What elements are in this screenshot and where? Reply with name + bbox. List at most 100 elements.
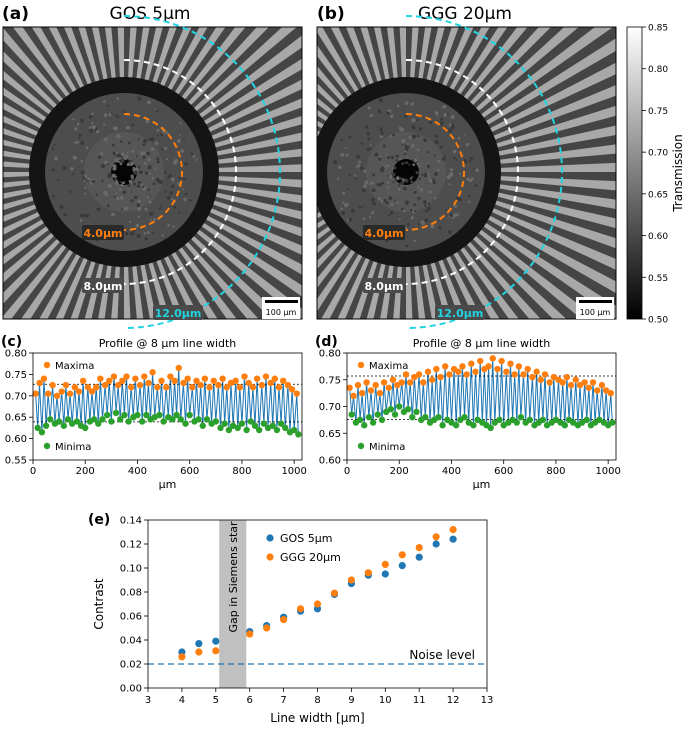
maxima-point bbox=[293, 390, 300, 397]
data-point bbox=[330, 589, 339, 597]
y-tick-label: 0.70 bbox=[5, 391, 27, 402]
noise-dot bbox=[147, 188, 150, 191]
data-point bbox=[195, 648, 203, 656]
maxima-point bbox=[180, 379, 187, 387]
minima-point bbox=[269, 422, 276, 429]
noise-dot bbox=[364, 125, 369, 129]
noise-dot bbox=[367, 137, 371, 141]
minima-point bbox=[526, 416, 534, 424]
arc-8um bbox=[405, 59, 519, 285]
noise-dot bbox=[89, 115, 93, 119]
minima-point bbox=[64, 416, 72, 423]
noise-dot bbox=[155, 177, 160, 182]
noise-dot bbox=[428, 120, 433, 125]
noise-dot bbox=[358, 160, 361, 164]
minima-point bbox=[34, 424, 41, 432]
maxima-point bbox=[279, 377, 287, 385]
noise-dot bbox=[404, 150, 407, 153]
noise-dot bbox=[96, 207, 101, 212]
noise-dot bbox=[151, 176, 155, 180]
label-8um-b: 8.0µm bbox=[364, 280, 403, 293]
noise-dot bbox=[72, 172, 75, 176]
label-4um-b: 4.0µm bbox=[364, 227, 403, 240]
noise-dot bbox=[146, 195, 150, 199]
noise-dot bbox=[449, 172, 454, 177]
noise-dot bbox=[441, 157, 446, 161]
noise-dot bbox=[90, 182, 93, 185]
noise-dot bbox=[116, 197, 120, 201]
arc-4um bbox=[405, 113, 465, 231]
x-tick-label: 0 bbox=[30, 466, 36, 477]
noise-dot bbox=[427, 206, 431, 211]
noise-dot bbox=[85, 146, 89, 150]
noise-dot bbox=[95, 193, 99, 196]
minima-point bbox=[365, 414, 373, 421]
minima-point bbox=[552, 416, 560, 424]
noise-dot bbox=[387, 156, 390, 160]
profile-line bbox=[349, 358, 613, 428]
noise-dot bbox=[377, 109, 382, 114]
noise-dot bbox=[405, 227, 408, 230]
noise-dot bbox=[136, 204, 140, 208]
noise-dot bbox=[183, 177, 186, 181]
noise-dot bbox=[111, 173, 116, 178]
noise-dot bbox=[417, 186, 420, 189]
noise-dot bbox=[408, 163, 411, 166]
x-tick-label: 5 bbox=[213, 695, 219, 706]
noise-dot bbox=[341, 210, 346, 215]
y-tick-label: 0.06 bbox=[120, 612, 142, 623]
noise-dot bbox=[362, 205, 365, 207]
noise-dot bbox=[119, 162, 123, 166]
scalebar-a bbox=[265, 300, 298, 303]
colorbar-tick-label: 0.75 bbox=[648, 107, 668, 117]
noise-dot bbox=[378, 157, 382, 161]
noise-dot bbox=[163, 171, 167, 175]
data-point bbox=[398, 562, 406, 570]
noise-dot bbox=[120, 183, 124, 187]
maxima-point bbox=[476, 357, 484, 365]
noise-dot bbox=[395, 158, 399, 162]
data-point bbox=[432, 540, 440, 548]
minima-point bbox=[238, 420, 246, 427]
noise-dot bbox=[413, 191, 417, 194]
noise-dot bbox=[70, 167, 74, 171]
x-tick-label: 600 bbox=[494, 466, 513, 477]
noise-dot bbox=[340, 207, 344, 211]
noise-dot bbox=[405, 145, 410, 150]
maxima-point bbox=[393, 381, 401, 389]
noise-dot bbox=[184, 192, 188, 196]
maxima-point bbox=[132, 375, 139, 382]
noise-dot bbox=[434, 134, 438, 139]
maxima-point bbox=[463, 371, 470, 378]
maxima-point bbox=[223, 384, 230, 391]
noise-dot bbox=[340, 138, 343, 142]
noise-dot bbox=[474, 184, 478, 188]
colorbar-ticks: 0.85 0.80 0.75 0.70 0.65 0.60 0.55 0.50 bbox=[642, 24, 668, 326]
maxima-point bbox=[376, 389, 384, 397]
noise-dot bbox=[167, 224, 170, 227]
noise-dot bbox=[403, 161, 406, 164]
noise-dot bbox=[140, 183, 143, 186]
x-axis-label: µm bbox=[159, 478, 177, 491]
noise-dot bbox=[120, 208, 124, 211]
noise-dot bbox=[59, 205, 64, 210]
minima-point bbox=[404, 405, 412, 413]
noise-dot bbox=[120, 158, 125, 163]
noise-dot bbox=[80, 140, 85, 145]
noise-dot bbox=[343, 203, 348, 208]
noise-dot bbox=[405, 244, 408, 248]
y-tick-label: 0.00 bbox=[120, 684, 142, 695]
noise-dot bbox=[168, 174, 172, 178]
noise-dot bbox=[466, 177, 470, 181]
noise-dot bbox=[62, 166, 67, 171]
maxima-point bbox=[533, 368, 540, 375]
noise-dot bbox=[148, 172, 151, 175]
maxima-point bbox=[93, 384, 100, 391]
noise-dot bbox=[411, 144, 415, 148]
noise-dot bbox=[457, 136, 461, 140]
noise-dot bbox=[363, 184, 367, 189]
noise-dot bbox=[125, 126, 130, 130]
noise-dot bbox=[137, 165, 141, 169]
noise-dot bbox=[63, 212, 67, 217]
legend-minima-label: Minima bbox=[55, 442, 91, 453]
